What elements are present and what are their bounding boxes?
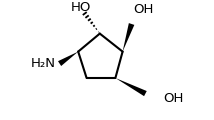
Text: H₂N: H₂N <box>30 57 55 70</box>
Text: HO: HO <box>70 1 91 14</box>
Text: OH: OH <box>133 3 154 16</box>
Polygon shape <box>115 78 147 96</box>
Text: OH: OH <box>163 92 184 105</box>
Polygon shape <box>58 52 78 66</box>
Polygon shape <box>123 23 134 52</box>
